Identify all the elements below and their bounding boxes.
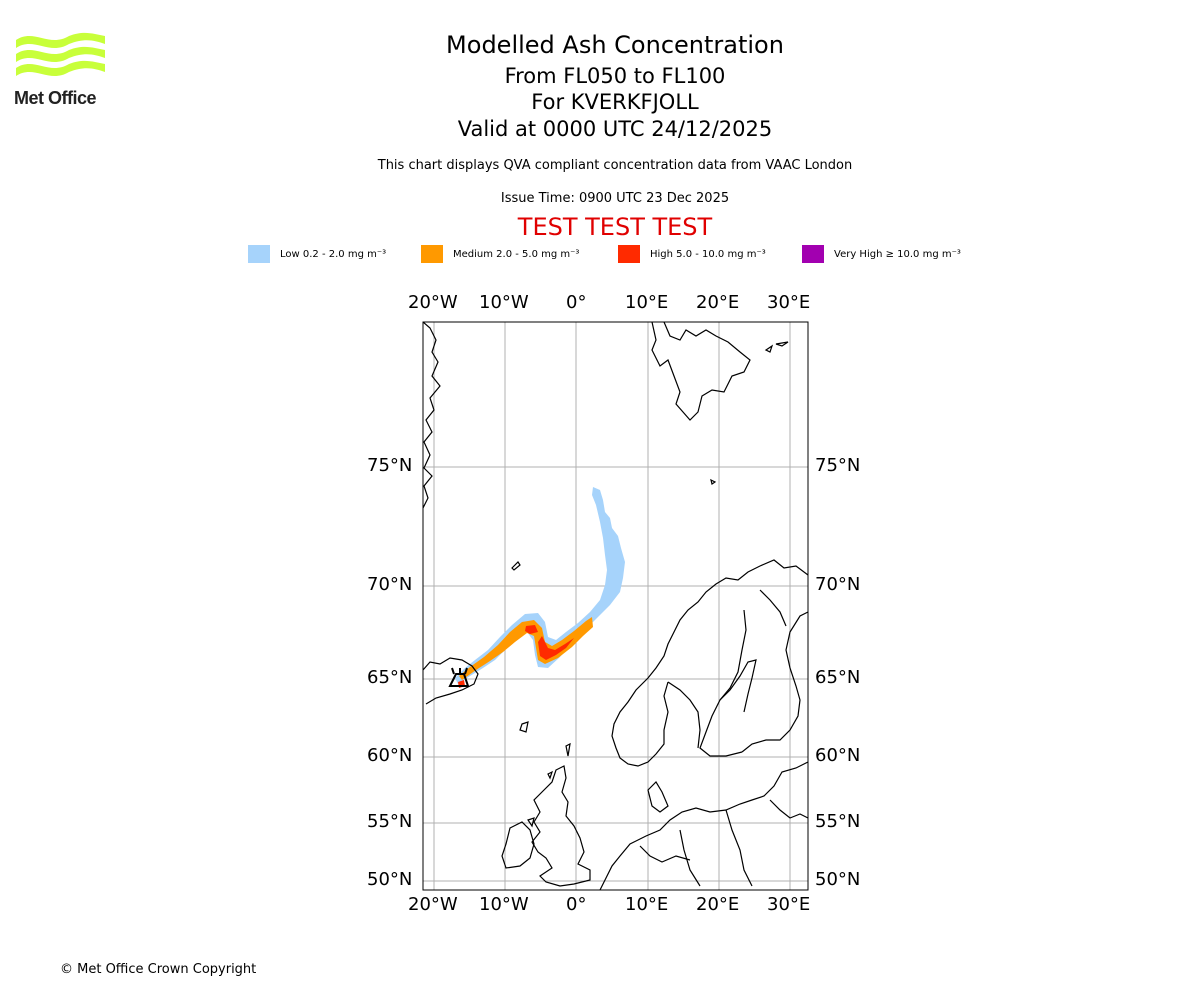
- map-frame: [422, 321, 809, 891]
- lat-tick-left-60n: 60°N: [367, 745, 413, 766]
- legend-swatch-high: [618, 245, 640, 263]
- map-gridlines: [423, 322, 808, 890]
- lon-tick-top-0: 0°: [566, 292, 587, 313]
- lat-tick-right-50n: 50°N: [815, 869, 861, 890]
- legend-item-very-high: Very High ≥ 10.0 mg m⁻³: [802, 244, 961, 264]
- lat-tick-right-70n: 70°N: [815, 574, 861, 595]
- issue-time: Issue Time: 0900 UTC 23 Dec 2025: [500, 191, 730, 206]
- lat-tick-right-75n: 75°N: [815, 455, 861, 476]
- lat-tick-left-75n: 75°N: [367, 455, 413, 476]
- lat-tick-left-55n: 55°N: [367, 811, 413, 832]
- copyright-notice: © Met Office Crown Copyright: [60, 962, 257, 977]
- coastlines: [423, 322, 808, 890]
- lon-tick-bottom-20e: 20°E: [696, 894, 740, 915]
- lon-tick-bottom-10w: 10°W: [479, 894, 529, 915]
- ash-plume-high: [538, 636, 574, 660]
- chart-title: Modelled Ash Concentration: [446, 31, 784, 59]
- lat-tick-right-55n: 55°N: [815, 811, 861, 832]
- ash-plume-high-2: [525, 625, 538, 634]
- legend-swatch-very-high: [802, 245, 824, 263]
- lon-tick-bottom-0: 0°: [566, 894, 587, 915]
- chart-description: This chart displays QVA compliant concen…: [377, 158, 853, 173]
- lon-tick-bottom-10e: 10°E: [625, 894, 669, 915]
- lat-tick-left-70n: 70°N: [367, 574, 413, 595]
- legend-item-medium: Medium 2.0 - 5.0 mg m⁻³: [421, 244, 579, 264]
- legend-swatch-medium: [421, 245, 443, 263]
- lon-tick-top-10e: 10°E: [625, 292, 669, 313]
- legend-label-high: High 5.0 - 10.0 mg m⁻³: [650, 248, 766, 260]
- flight-level-range: From FL050 to FL100: [504, 64, 726, 88]
- volcano-name: For KVERKFJOLL: [531, 90, 699, 114]
- legend-label-low: Low 0.2 - 2.0 mg m⁻³: [280, 248, 387, 260]
- volcano-marker-icon: [448, 667, 470, 687]
- test-banner: TEST TEST TEST: [517, 213, 713, 241]
- lat-tick-right-65n: 65°N: [815, 667, 861, 688]
- legend-item-high: High 5.0 - 10.0 mg m⁻³: [618, 244, 766, 264]
- lon-tick-top-30e: 30°E: [767, 292, 811, 313]
- met-office-logo: Met Office: [14, 30, 109, 109]
- lon-tick-top-20w: 20°W: [408, 292, 458, 313]
- legend-item-low: Low 0.2 - 2.0 mg m⁻³: [248, 244, 386, 264]
- lat-tick-left-65n: 65°N: [367, 667, 413, 688]
- met-office-wordmark: Met Office: [14, 88, 97, 108]
- legend-label-very-high: Very High ≥ 10.0 mg m⁻³: [834, 248, 961, 260]
- lat-tick-right-60n: 60°N: [815, 745, 861, 766]
- lon-tick-bottom-20w: 20°W: [408, 894, 458, 915]
- met-office-waves-icon: [16, 32, 105, 76]
- valid-time: Valid at 0000 UTC 24/12/2025: [457, 117, 773, 141]
- lat-tick-left-50n: 50°N: [367, 869, 413, 890]
- legend-swatch-low: [248, 245, 270, 263]
- lon-tick-bottom-30e: 30°E: [767, 894, 811, 915]
- legend-label-medium: Medium 2.0 - 5.0 mg m⁻³: [453, 248, 580, 260]
- lon-tick-top-20e: 20°E: [696, 292, 740, 313]
- lon-tick-top-10w: 10°W: [479, 292, 529, 313]
